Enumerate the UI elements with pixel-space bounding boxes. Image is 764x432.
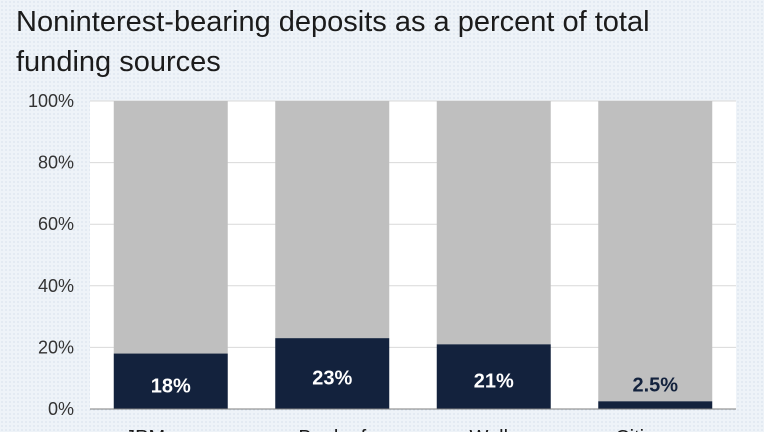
data-label: 21%	[474, 371, 514, 393]
data-label: 2.5%	[632, 374, 678, 396]
data-label: 18%	[151, 375, 191, 397]
bar-remainder	[113, 101, 228, 354]
bar-remainder	[275, 101, 390, 339]
bar-remainder	[436, 101, 551, 345]
category-label: JPMorgan	[125, 427, 216, 432]
y-tick-label: 60%	[38, 214, 74, 234]
bar-value	[275, 338, 390, 409]
y-tick-label: 20%	[38, 337, 74, 357]
data-label: 23%	[312, 368, 352, 390]
y-tick-label: 80%	[38, 153, 74, 173]
bar-value	[598, 401, 713, 409]
bar-value	[436, 344, 551, 409]
y-tick-label: 40%	[38, 276, 74, 296]
chart-title: Noninterest-bearing deposits as a percen…	[16, 6, 650, 78]
category-label: Wells	[469, 427, 518, 432]
bar-value	[113, 353, 228, 409]
y-tick-label: 100%	[28, 91, 74, 111]
category-label: Citigroup	[615, 427, 695, 432]
bar-remainder	[598, 101, 713, 402]
y-tick-label: 0%	[48, 399, 74, 419]
category-label: Bank of	[298, 427, 366, 432]
